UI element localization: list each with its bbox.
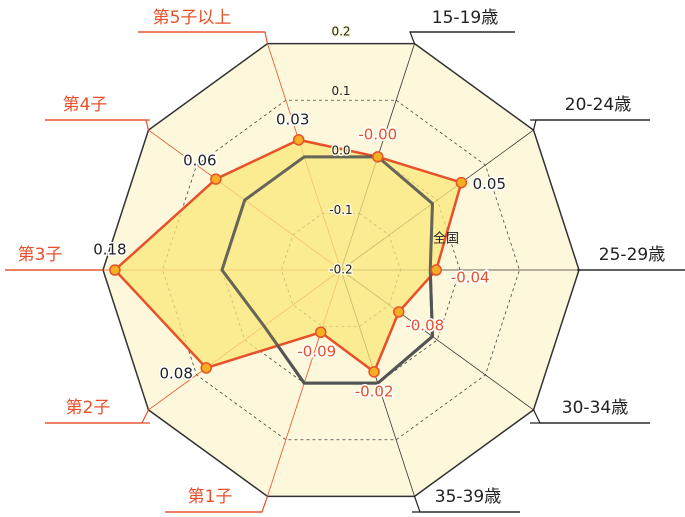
category-label: 第5子以上	[153, 8, 232, 28]
value-label: 0.05	[473, 175, 506, 193]
label-leader	[138, 31, 269, 44]
grid-ring	[162, 99, 520, 441]
category-label: 第3子	[18, 245, 63, 265]
category-label: 第1子	[188, 487, 233, 507]
category-label: 30-34歳	[562, 398, 628, 418]
value-label: -0.00	[358, 125, 397, 143]
label-leader	[532, 119, 650, 131]
category-label: 25-29歳	[599, 245, 665, 265]
national-line-top	[220, 155, 434, 385]
value-label: -0.04	[451, 269, 490, 287]
data-point	[200, 362, 212, 374]
label-leader	[45, 119, 150, 131]
value-label: 0.08	[160, 364, 193, 382]
data-point	[372, 151, 384, 163]
category-label: 第2子	[66, 398, 111, 418]
value-label: 0.03	[276, 110, 309, 128]
data-point	[292, 134, 305, 146]
value-label: -0.09	[297, 343, 336, 361]
tick-label: 0.2	[331, 25, 350, 39]
tick-label: -0.2	[329, 263, 352, 277]
category-label: 35-39歳	[435, 487, 501, 507]
tick-label: -0.1	[329, 203, 352, 217]
data-point	[455, 176, 468, 189]
label-leader	[409, 31, 515, 44]
data-point	[109, 264, 121, 276]
tick-label: 0.0	[331, 144, 350, 158]
tick-label: 0.1	[331, 84, 350, 98]
data-point	[210, 173, 222, 185]
category-label: 20-24歳	[565, 95, 631, 115]
category-label: 15-19歳	[432, 8, 498, 28]
data-point	[315, 326, 327, 338]
value-label: -0.08	[405, 316, 444, 334]
value-label: 0.18	[93, 241, 126, 259]
data-point	[430, 264, 442, 276]
data-point	[393, 306, 405, 318]
data-point	[368, 366, 380, 378]
value-label: 0.06	[183, 152, 216, 170]
value-label: -0.02	[355, 382, 394, 400]
series-name: 全国	[433, 231, 459, 247]
category-label: 第4子	[63, 95, 108, 115]
